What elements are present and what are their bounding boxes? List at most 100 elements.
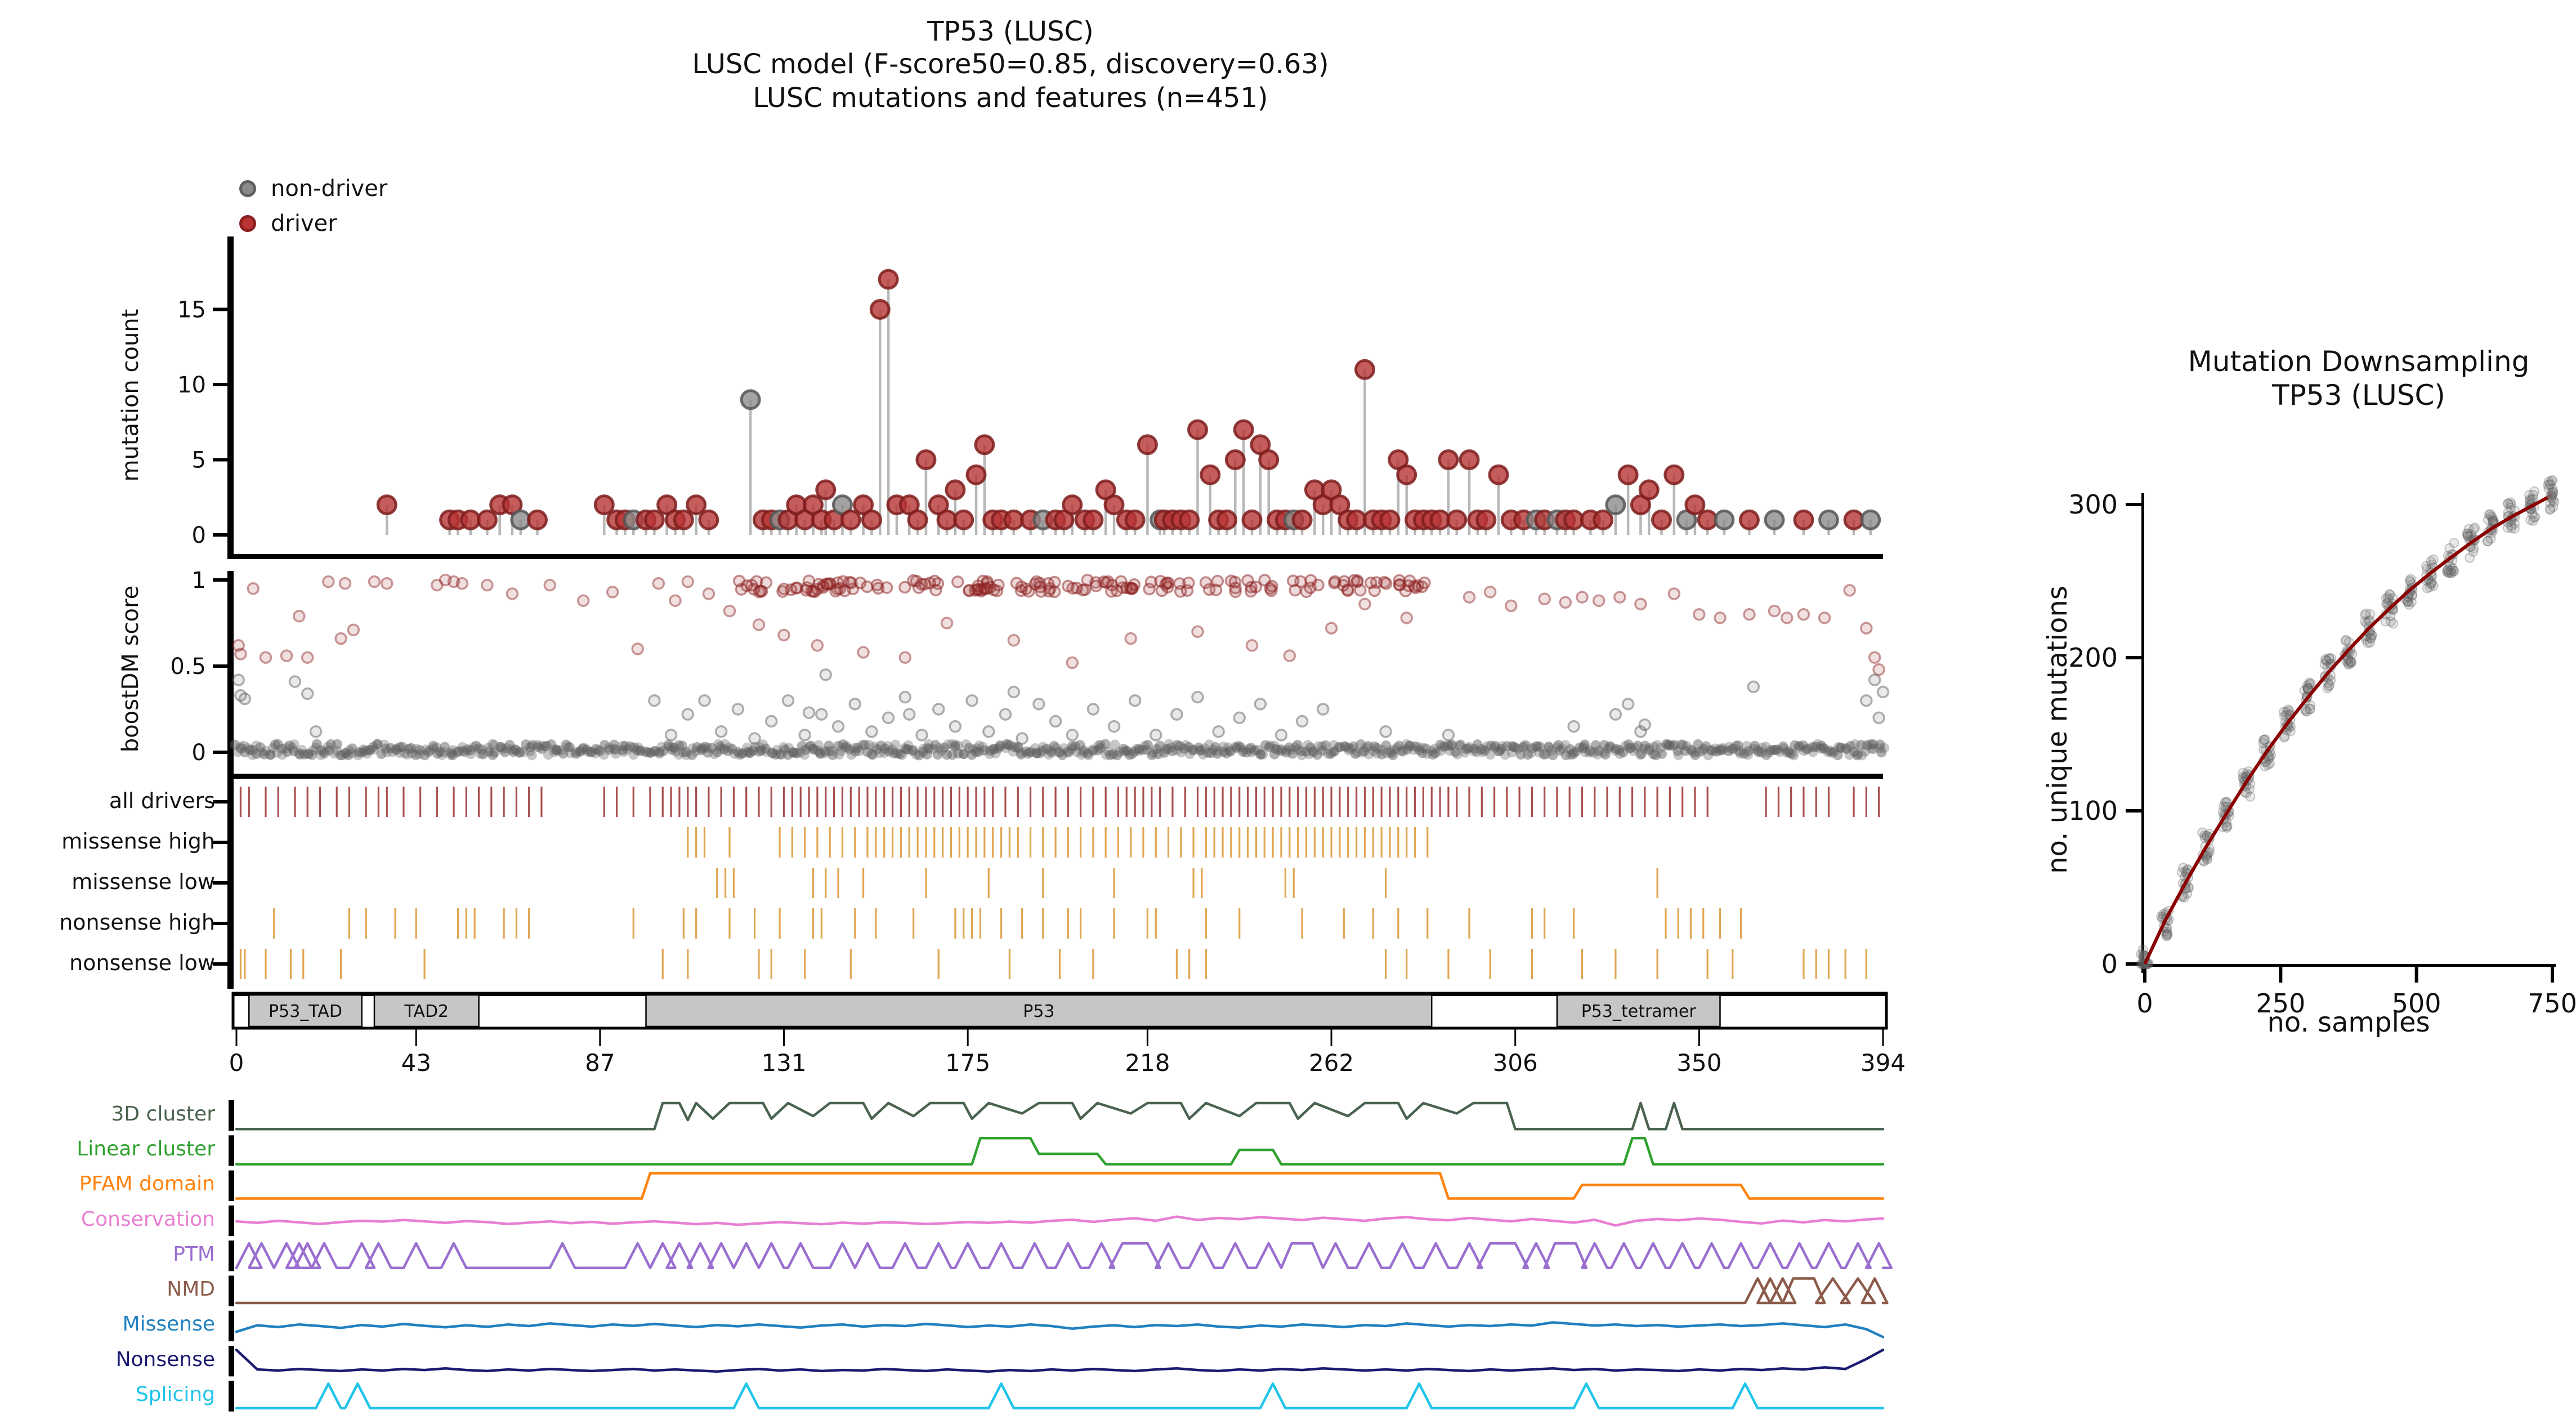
lollipop-nondriver xyxy=(1605,494,1626,516)
ds-replicate-point xyxy=(2365,633,2376,644)
downsampling-title-line2: TP53 (LUSC) xyxy=(2272,379,2445,412)
feature-left-spine xyxy=(229,1205,234,1237)
boostdm-driver-point xyxy=(978,582,992,595)
boostdm-driver-point xyxy=(1538,592,1551,605)
boostdm-nondriver-point xyxy=(1747,680,1760,693)
rug-label-missense-low: missense low xyxy=(71,869,215,894)
boostdm-baseline-point xyxy=(1857,750,1867,761)
boostdm-driver-point xyxy=(1341,584,1354,597)
boostdm-baseline-point xyxy=(828,749,838,760)
ds-replicate-point xyxy=(2279,707,2289,717)
boostdm-driver-point xyxy=(1174,585,1187,598)
ds-replicate-point xyxy=(2445,568,2456,578)
boostdm-nondriver-point xyxy=(301,687,314,700)
lollipop-nondriver xyxy=(1764,509,1785,530)
boostdm-baseline-point xyxy=(932,749,943,760)
ds-replicate-point xyxy=(2244,784,2255,794)
protein-axis-tick-label: 0 xyxy=(229,1049,244,1077)
boostdm-driver-point xyxy=(1300,585,1313,598)
ds-replicate-point xyxy=(2510,518,2520,529)
boostdm-nondriver-point xyxy=(1860,694,1873,707)
boostdm-nondriver-point xyxy=(1212,725,1225,738)
ds-replicate-point xyxy=(2360,610,2371,621)
downsampling-xlabel: no. samples xyxy=(2267,1007,2430,1038)
boostdm-driver-point xyxy=(870,578,884,592)
boostdm-driver-point xyxy=(861,580,874,593)
ds-replicate-point xyxy=(2381,593,2391,604)
domain-label: P53 xyxy=(1023,1002,1054,1021)
boostdm-baseline-point xyxy=(961,739,972,750)
ds-replicate-point xyxy=(2365,637,2376,648)
ds-replicate-point xyxy=(2362,618,2372,628)
boostdm-driver-point xyxy=(857,646,870,659)
ds-replicate-point xyxy=(2385,610,2396,621)
boostdm-driver-point xyxy=(1258,574,1271,587)
ds-replicate-point xyxy=(2406,597,2417,608)
boostdm-nondriver-point xyxy=(698,694,711,707)
boostdm-baseline-point xyxy=(265,749,276,760)
boostdm-baseline-point xyxy=(428,740,439,751)
domain-box xyxy=(1556,994,1721,1028)
boostdm-driver-point xyxy=(1358,597,1371,611)
boostdm-baseline-point xyxy=(332,739,342,749)
boostdm-baseline-point xyxy=(1510,742,1520,753)
ds-ytick xyxy=(2126,503,2141,506)
ds-replicate-point xyxy=(2341,635,2351,645)
domain-label: P53_TAD xyxy=(269,1002,342,1021)
ds-replicate-point xyxy=(2403,597,2413,608)
boostdm-baseline-point xyxy=(289,739,299,750)
ds-ytick xyxy=(2126,656,2141,659)
boostdm-baseline-point xyxy=(791,748,802,758)
boostdm-driver-point xyxy=(431,578,444,592)
boostdm-baseline-point xyxy=(1633,740,1643,751)
boostdm-driver-point xyxy=(1191,625,1204,639)
lollipop-driver xyxy=(686,494,707,516)
ds-replicate-point xyxy=(2322,682,2333,693)
lollipop-driver xyxy=(815,479,837,501)
rug-row-tick xyxy=(213,800,227,804)
boostdm-driver-point xyxy=(368,575,381,588)
ds-replicate-point xyxy=(2381,599,2392,610)
ds-replicate-point xyxy=(2484,510,2494,520)
legend-label-driver: driver xyxy=(271,211,337,236)
boostdm-ytick-label: 1 xyxy=(192,568,206,593)
feature-left-spine xyxy=(229,1275,234,1306)
feature-label-conservation: Conservation xyxy=(80,1208,215,1231)
feature-label-nmd: NMD xyxy=(167,1278,215,1301)
lollipop-driver xyxy=(1738,509,1760,530)
ds-replicate-point xyxy=(2548,502,2559,512)
boostdm-baseline-point xyxy=(1876,747,1887,758)
boostdm-nondriver-point xyxy=(1149,729,1162,742)
ds-replicate-point xyxy=(2527,509,2538,520)
boostdm-baseline-point xyxy=(1649,742,1660,752)
ds-replicate-point xyxy=(2468,543,2479,553)
boostdm-nondriver-point xyxy=(1295,715,1309,728)
ds-replicate-point xyxy=(2341,636,2351,646)
driver-marker-icon xyxy=(239,215,256,232)
ds-replicate-point xyxy=(2447,568,2457,578)
boostdm-nondriver-point xyxy=(748,732,761,745)
boostdm-driver-point xyxy=(1249,581,1262,593)
ds-replicate-point xyxy=(2447,563,2458,574)
boostdm-nondriver-point xyxy=(238,692,252,706)
boostdm-driver-point xyxy=(702,587,715,600)
boostdm-baseline-point xyxy=(487,739,498,749)
lollipop-driver xyxy=(861,509,882,530)
lollipop-driver xyxy=(1459,449,1480,470)
boostdm-nondriver-point xyxy=(1638,718,1652,731)
ds-replicate-point xyxy=(2443,564,2454,575)
ds-replicate-point xyxy=(2264,753,2274,764)
boostdm-baseline-point xyxy=(890,739,901,750)
boostdm-driver-point xyxy=(1868,651,1881,664)
ds-replicate-point xyxy=(2487,512,2498,523)
boostdm-nondriver-point xyxy=(1254,698,1267,711)
ds-replicate-point xyxy=(2422,583,2432,593)
ds-left-spine xyxy=(2141,493,2144,973)
feature-left-spine xyxy=(229,1346,234,1377)
feature-left-spine xyxy=(229,1100,234,1131)
ds-replicate-point xyxy=(2528,515,2538,526)
lollipop-driver xyxy=(1488,464,1509,485)
ds-replicate-point xyxy=(2544,505,2555,515)
ds-replicate-point xyxy=(2302,682,2313,693)
ds-replicate-point xyxy=(2544,479,2555,489)
